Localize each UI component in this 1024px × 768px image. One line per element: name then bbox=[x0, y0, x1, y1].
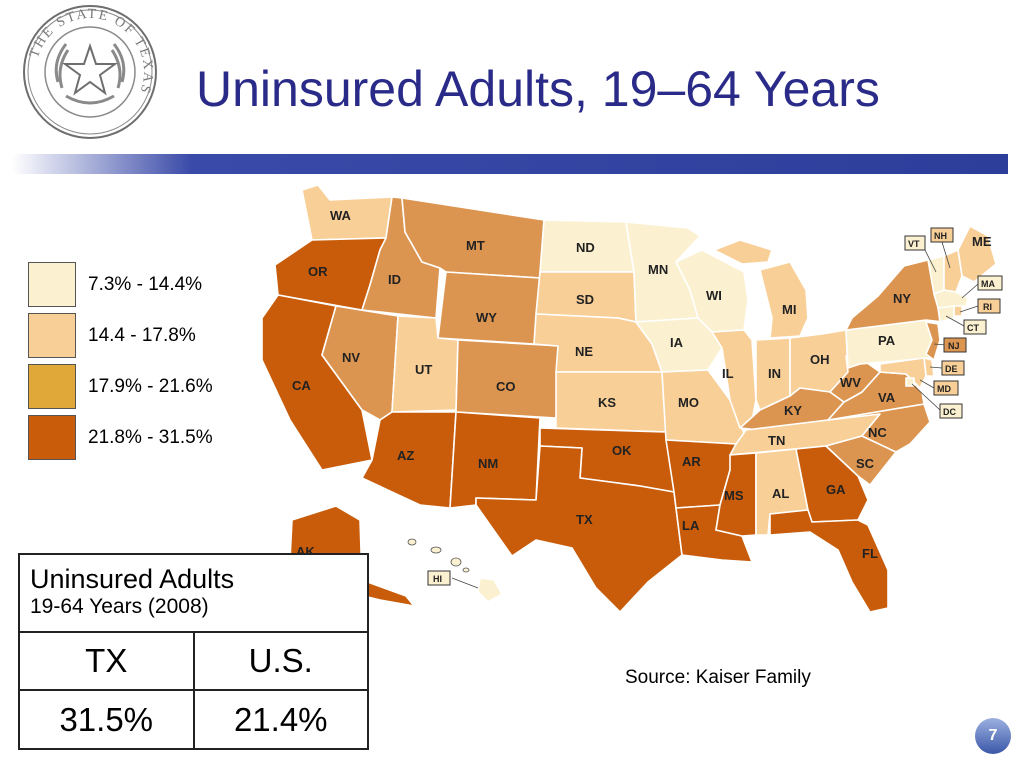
state-labels: WA OR CA ID NV MT WY UT CO AZ NM ND SD N… bbox=[292, 208, 992, 561]
label-AL: AL bbox=[772, 486, 789, 501]
callout-MD-label: MD bbox=[937, 384, 951, 394]
uninsured-table: Uninsured Adults 19-64 Years (2008) TX U… bbox=[18, 553, 369, 750]
label-SD: SD bbox=[576, 292, 594, 307]
label-LA: LA bbox=[682, 518, 700, 533]
state-FL bbox=[769, 509, 889, 613]
callout-VT-label: VT bbox=[908, 239, 920, 249]
legend-label: 21.8% - 31.5% bbox=[88, 427, 213, 448]
label-OR: OR bbox=[308, 264, 328, 279]
label-AR: AR bbox=[682, 454, 701, 469]
source-note: Source: Kaiser Family bbox=[625, 667, 811, 688]
label-ND: ND bbox=[576, 240, 595, 255]
label-NV: NV bbox=[342, 350, 360, 365]
label-NY: NY bbox=[893, 291, 911, 306]
label-MT: MT bbox=[466, 238, 485, 253]
table-header-us: U.S. bbox=[192, 631, 369, 691]
table-value-tx: 31.5% bbox=[18, 689, 195, 750]
label-WI: WI bbox=[706, 288, 722, 303]
callout-CT-label: CT bbox=[967, 323, 979, 333]
label-WY: WY bbox=[476, 310, 497, 325]
callout-NJ-label: NJ bbox=[948, 341, 960, 351]
table-caption-main: Uninsured Adults bbox=[30, 564, 235, 594]
legend-swatch bbox=[28, 415, 76, 460]
label-PA: PA bbox=[878, 333, 896, 348]
callout-MA bbox=[977, 275, 1003, 291]
label-SC: SC bbox=[856, 456, 875, 471]
label-MS: MS bbox=[724, 488, 744, 503]
callout-CT bbox=[963, 319, 987, 335]
legend-label: 14.4 - 17.8% bbox=[88, 325, 196, 346]
state-MA bbox=[933, 289, 969, 309]
state-HI bbox=[477, 577, 503, 603]
label-IA: IA bbox=[670, 335, 684, 350]
page-number-badge: 7 bbox=[975, 718, 1011, 754]
us-map: WA OR CA ID NV MT WY UT CO AZ NM ND SD N… bbox=[261, 184, 1003, 613]
state-NJ bbox=[925, 321, 941, 361]
label-MN: MN bbox=[648, 262, 668, 277]
label-CO: CO bbox=[496, 379, 516, 394]
state-NH bbox=[943, 249, 963, 293]
state-SC bbox=[825, 435, 897, 486]
label-UT: UT bbox=[415, 362, 432, 377]
small-state-callouts: VT NH MA RI CT NJ DE MD DC HI bbox=[427, 227, 1003, 586]
callout-DE-label: DE bbox=[945, 364, 958, 374]
label-ME: ME bbox=[972, 234, 992, 249]
label-NC: NC bbox=[868, 425, 887, 440]
label-IN: IN bbox=[768, 366, 781, 381]
label-FL: FL bbox=[862, 546, 878, 561]
callout-DE bbox=[941, 360, 965, 376]
callout-HI-label: HI bbox=[433, 574, 442, 584]
callout-DC-label: DC bbox=[943, 407, 956, 417]
callout-NH-label: NH bbox=[934, 231, 947, 241]
state-RI bbox=[953, 305, 963, 317]
callout-MA-label: MA bbox=[981, 279, 995, 289]
callout-RI bbox=[977, 298, 1001, 314]
callout-RI-label: RI bbox=[983, 302, 992, 312]
label-WA: WA bbox=[330, 208, 352, 223]
label-VA: VA bbox=[878, 390, 896, 405]
label-MO: MO bbox=[678, 395, 699, 410]
label-ID: ID bbox=[388, 272, 401, 287]
callout-DC bbox=[939, 403, 963, 419]
state-WV bbox=[829, 355, 881, 403]
callout-MD bbox=[933, 380, 959, 396]
table-value-us: 21.4% bbox=[192, 689, 369, 750]
label-GA: GA bbox=[826, 482, 846, 497]
label-KS: KS bbox=[598, 395, 616, 410]
table-caption-sub: 19-64 Years (2008) bbox=[30, 595, 209, 618]
state-WY bbox=[437, 271, 541, 345]
label-IL: IL bbox=[722, 366, 734, 381]
texas-seal-logo: THE STATE OF TEXAS bbox=[23, 5, 157, 139]
legend-label: 17.9% - 21.6% bbox=[88, 376, 213, 397]
label-NE: NE bbox=[575, 344, 593, 359]
label-OH: OH bbox=[810, 352, 830, 367]
state-CT bbox=[937, 305, 955, 323]
title-rule bbox=[12, 154, 1008, 174]
label-TN: TN bbox=[768, 433, 785, 448]
callout-HI bbox=[427, 570, 451, 586]
label-NM: NM bbox=[478, 456, 498, 471]
label-CA: CA bbox=[292, 378, 311, 393]
callout-NJ bbox=[943, 337, 967, 353]
state-TX bbox=[475, 445, 683, 613]
label-WV: WV bbox=[840, 375, 861, 390]
callout-NH bbox=[930, 227, 954, 243]
slide-title: Uninsured Adults, 19–64 Years bbox=[196, 61, 880, 117]
legend-swatch bbox=[28, 262, 76, 307]
state-MI bbox=[713, 239, 809, 339]
table-header-tx: TX bbox=[18, 631, 195, 691]
label-MI: MI bbox=[782, 302, 796, 317]
legend-swatch bbox=[28, 364, 76, 409]
label-AZ: AZ bbox=[397, 448, 414, 463]
label-TX: TX bbox=[576, 512, 593, 527]
callout-VT bbox=[904, 235, 926, 251]
label-KY: KY bbox=[784, 403, 802, 418]
legend-label: 7.3% - 14.4% bbox=[88, 274, 203, 295]
label-OK: OK bbox=[612, 443, 632, 458]
table-caption: Uninsured Adults 19-64 Years (2008) bbox=[18, 553, 369, 633]
legend-swatch bbox=[28, 313, 76, 358]
